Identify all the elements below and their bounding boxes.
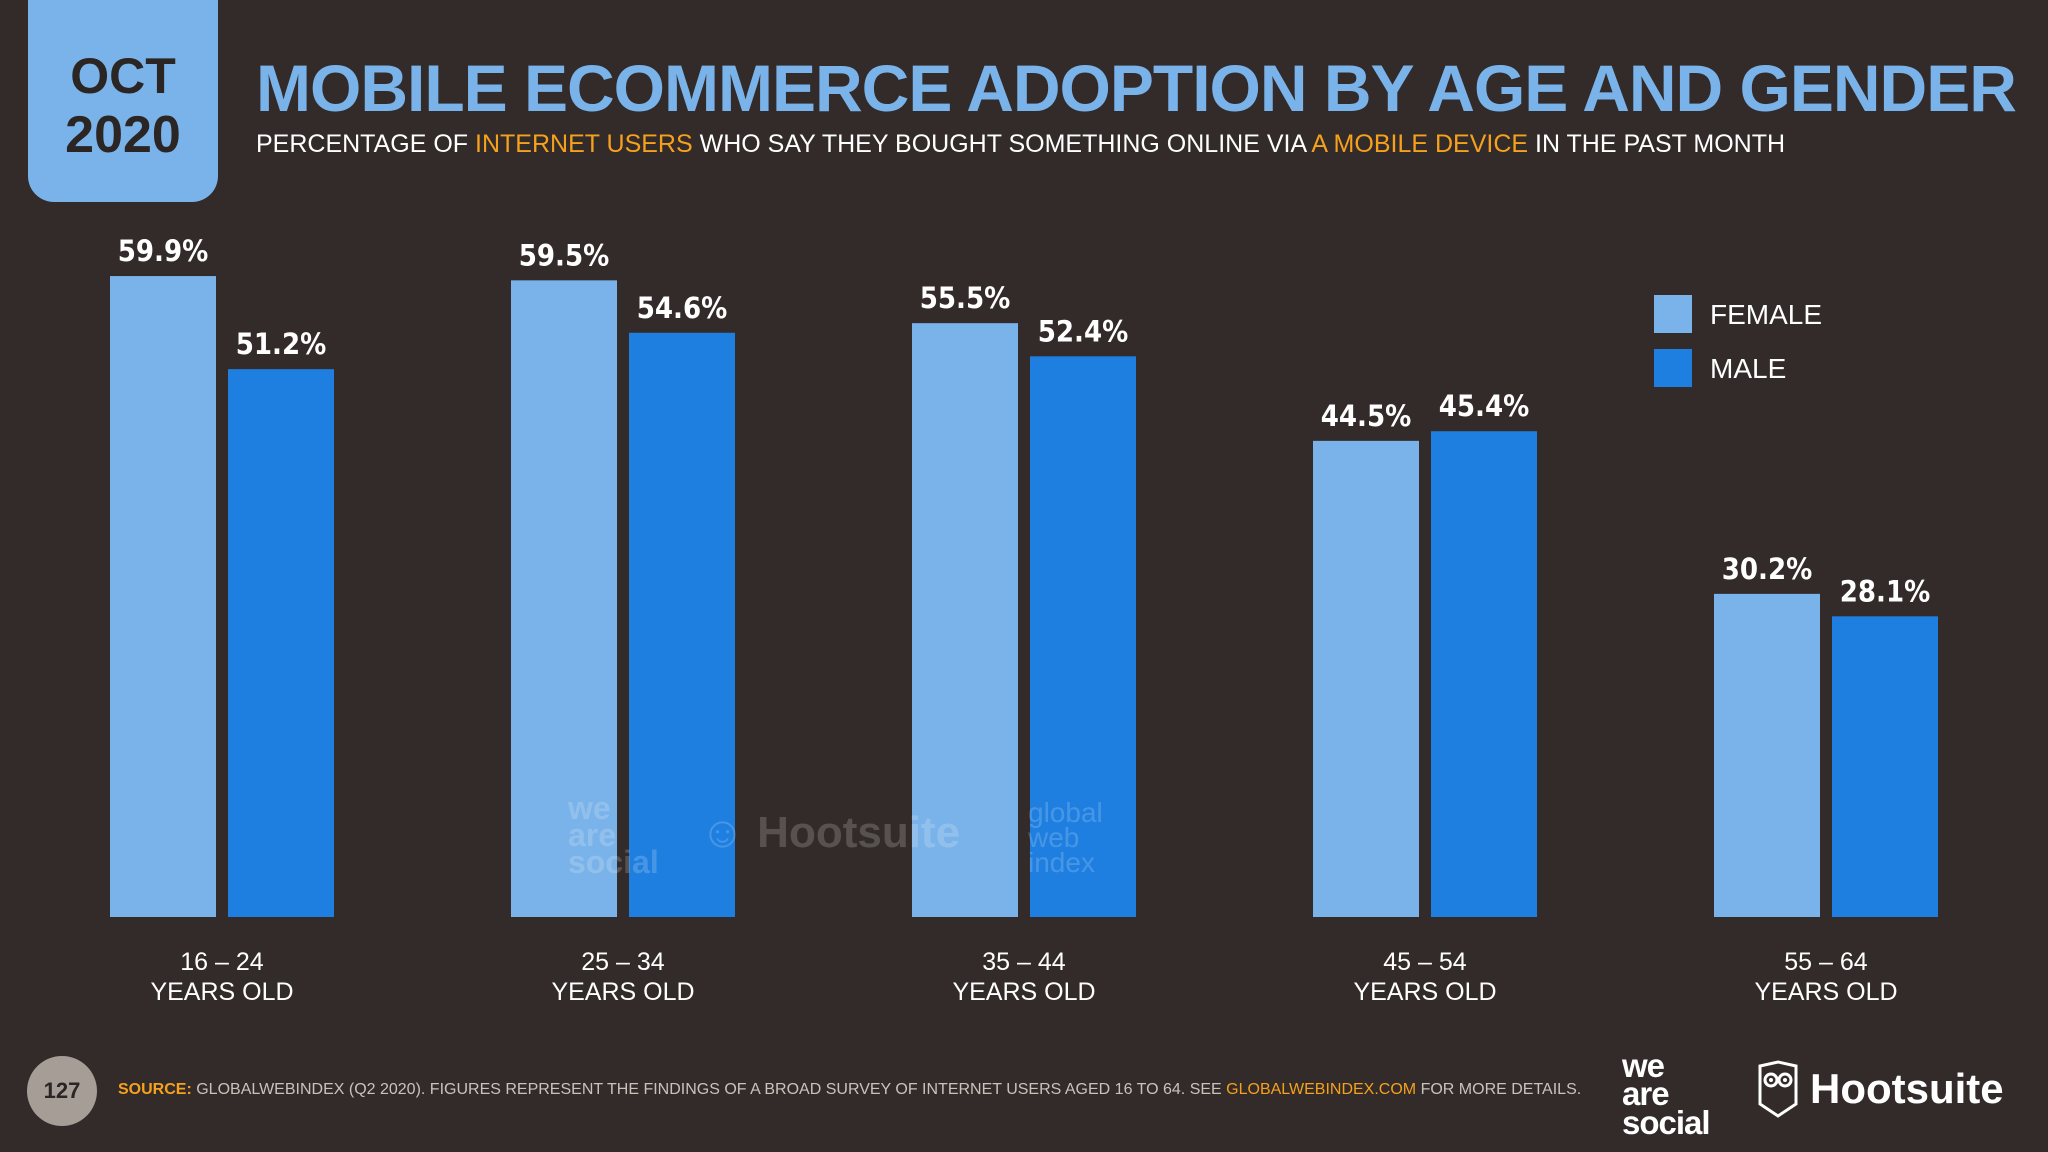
we-are-social-logo: we are social xyxy=(1622,1047,1711,1141)
date-tab: OCT 2020 xyxy=(28,0,218,202)
page-number: 127 xyxy=(27,1056,97,1126)
subtitle-part: WHO SAY THEY BOUGHT SOMETHING ONLINE VIA xyxy=(692,130,1312,158)
female-value-label-2: 59.5% xyxy=(519,238,610,272)
female-value-label-1: 59.9% xyxy=(118,234,209,268)
category-label-1: 16 – 24 xyxy=(180,948,264,976)
female-value-label-3: 55.5% xyxy=(920,281,1011,315)
category-sublabel-4: YEARS OLD xyxy=(1353,978,1496,1006)
category-label-2: 25 – 34 xyxy=(581,948,665,976)
date-year: 2020 xyxy=(65,106,181,164)
male-bar-3 xyxy=(1030,356,1136,917)
hootsuite-logo: Hootsuite xyxy=(1756,1060,2004,1118)
page-title: MOBILE ECOMMERCE ADOPTION BY AGE AND GEN… xyxy=(256,51,2017,125)
subtitle-highlight: INTERNET USERS xyxy=(475,130,693,158)
male-bar-2 xyxy=(629,332,735,917)
female-bar-3 xyxy=(912,323,1018,917)
category-label-3: 35 – 44 xyxy=(982,948,1066,976)
source-link[interactable]: GLOBALWEBINDEX.COM xyxy=(1226,1081,1417,1098)
female-bar-2 xyxy=(511,280,617,918)
legend-swatch-female xyxy=(1654,295,1692,333)
source-text: GLOBALWEBINDEX (Q2 2020). FIGURES REPRES… xyxy=(191,1081,1227,1098)
owl-icon xyxy=(1758,1060,1798,1118)
subtitle-part: IN THE PAST MONTH xyxy=(1528,130,1786,158)
category-sublabel-3: YEARS OLD xyxy=(952,978,1095,1006)
male-value-label-4: 45.4% xyxy=(1439,389,1530,423)
page-subtitle: PERCENTAGE OF INTERNET USERS WHO SAY THE… xyxy=(256,130,1785,159)
category-sublabel-5: YEARS OLD xyxy=(1754,978,1897,1006)
female-bar-4 xyxy=(1313,440,1419,917)
male-value-label-1: 51.2% xyxy=(236,327,327,361)
female-value-label-4: 44.5% xyxy=(1321,399,1412,433)
source-end: FOR MORE DETAILS. xyxy=(1416,1081,1582,1098)
subtitle-highlight: A MOBILE DEVICE xyxy=(1311,130,1529,158)
female-value-label-5: 30.2% xyxy=(1722,552,1813,586)
female-bar-1 xyxy=(110,276,216,917)
male-bar-5 xyxy=(1832,616,1938,917)
male-value-label-3: 52.4% xyxy=(1038,314,1129,348)
legend-label-male: MALE xyxy=(1710,353,1786,384)
male-bar-1 xyxy=(228,369,334,917)
male-value-label-5: 28.1% xyxy=(1840,574,1931,608)
category-label-5: 55 – 64 xyxy=(1784,948,1868,976)
category-sublabel-1: YEARS OLD xyxy=(150,978,293,1006)
source-note: SOURCE: GLOBALWEBINDEX (Q2 2020). FIGURE… xyxy=(118,1081,1581,1099)
male-value-label-2: 54.6% xyxy=(637,291,728,325)
subtitle-part: PERCENTAGE OF xyxy=(256,130,476,158)
category-label-4: 45 – 54 xyxy=(1383,948,1467,976)
category-sublabel-2: YEARS OLD xyxy=(551,978,694,1006)
source-label: SOURCE: xyxy=(118,1081,192,1098)
legend-label-female: FEMALE xyxy=(1710,299,1822,330)
date-month: OCT xyxy=(70,48,176,104)
male-bar-4 xyxy=(1431,431,1537,917)
legend-swatch-male xyxy=(1654,349,1692,387)
hootsuite-wordmark: Hootsuite xyxy=(1810,1065,2004,1112)
female-bar-5 xyxy=(1714,593,1820,917)
